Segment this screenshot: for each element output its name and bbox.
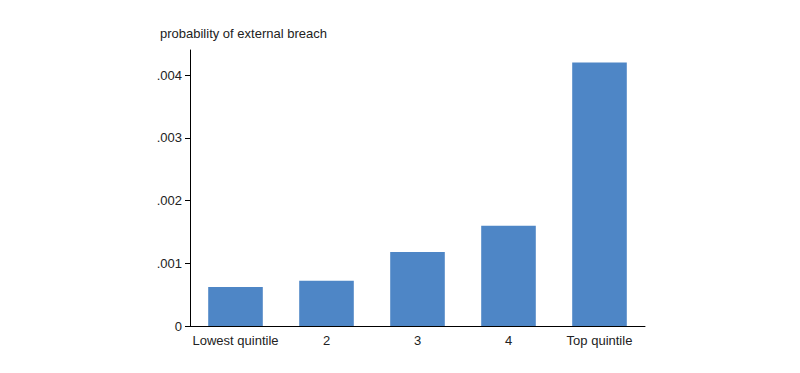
svg-text:.003: .003 xyxy=(157,130,182,145)
svg-text:2: 2 xyxy=(323,333,330,348)
svg-text:3: 3 xyxy=(414,333,421,348)
svg-text:4: 4 xyxy=(505,333,512,348)
svg-text:Lowest quintile: Lowest quintile xyxy=(193,333,279,348)
svg-text:Top quintile: Top quintile xyxy=(567,333,633,348)
svg-text:probability of external breach: probability of external breach xyxy=(160,26,327,41)
svg-text:0: 0 xyxy=(175,319,182,334)
svg-text:.002: .002 xyxy=(157,193,182,208)
svg-text:.001: .001 xyxy=(157,256,182,271)
svg-text:.004: .004 xyxy=(157,68,182,83)
